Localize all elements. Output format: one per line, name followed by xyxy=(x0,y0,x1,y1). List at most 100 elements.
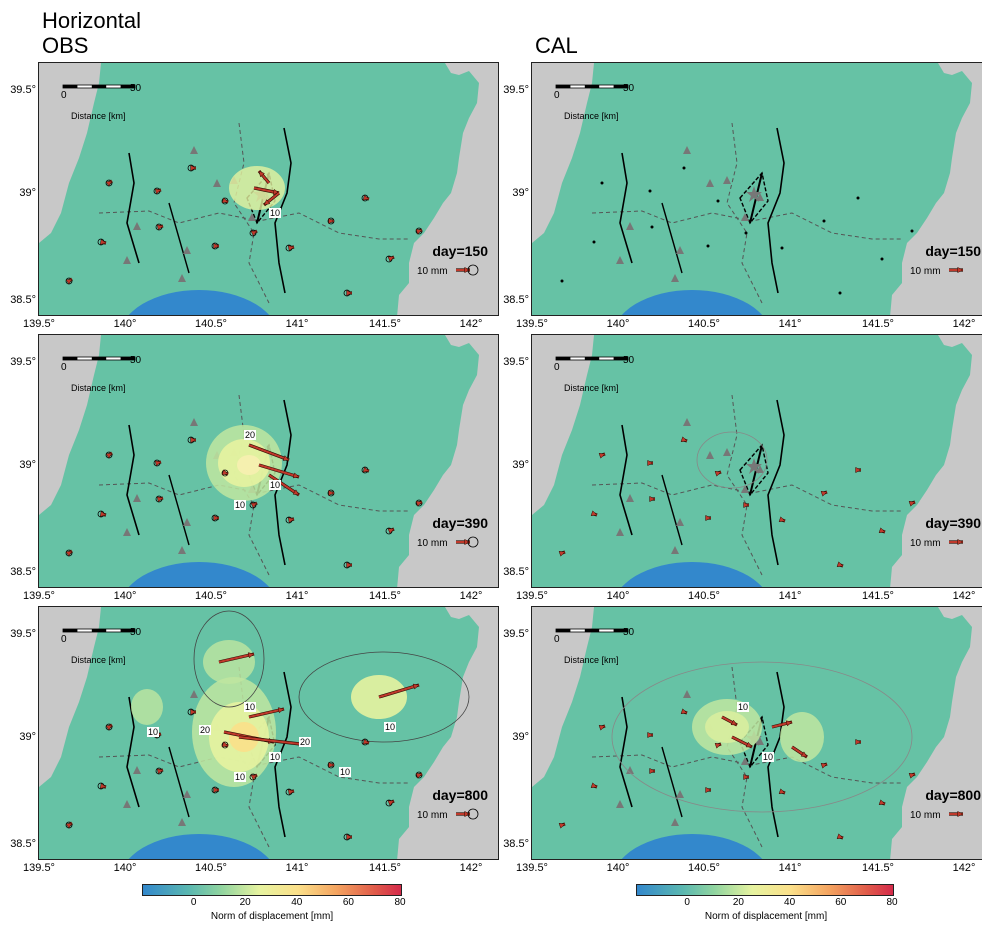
volcano-marker xyxy=(190,418,198,426)
gnss-vector xyxy=(878,527,886,534)
scalebar-end-label: 50 xyxy=(130,627,142,638)
contour-label: 10 xyxy=(737,702,750,712)
gnss-vector xyxy=(258,463,300,479)
gnss-vector xyxy=(328,489,335,497)
volcano-marker xyxy=(676,790,684,798)
longitude-tick-label: 139.5° xyxy=(516,590,548,602)
gnss-vector xyxy=(598,452,606,459)
volcano-marker xyxy=(626,766,634,774)
gnss-vector xyxy=(257,169,271,185)
colorbar-tick: 0 xyxy=(190,897,197,908)
latitude-tick-label: 39° xyxy=(19,459,36,471)
gnss-vector xyxy=(387,255,395,262)
gnss-vector xyxy=(99,782,107,789)
gnss-vector xyxy=(778,788,786,795)
vector-scale-arrow xyxy=(949,810,964,818)
colorbar-tick: 60 xyxy=(835,897,847,908)
contour-label: 10 xyxy=(147,727,160,737)
gnss-vector xyxy=(65,549,73,557)
longitude-tick-label: 139.5° xyxy=(516,862,548,874)
latitude-tick-label: 39° xyxy=(512,731,529,743)
epicenter-star xyxy=(746,186,762,202)
volcano-marker xyxy=(190,146,198,154)
contour-label: 20 xyxy=(199,725,212,735)
gnss-vector xyxy=(156,768,164,775)
contour-label: 10 xyxy=(384,722,397,732)
latitude-tick-label: 39.5° xyxy=(503,628,529,640)
blue-patch xyxy=(621,834,763,859)
land-area xyxy=(532,335,972,587)
gnss-vector xyxy=(218,652,255,664)
volcano-marker xyxy=(183,246,191,254)
colorbar-tick: 20 xyxy=(732,897,744,908)
gnss-vector xyxy=(590,510,598,517)
latitude-tick-label: 38.5° xyxy=(10,838,36,850)
distance-scalebar xyxy=(555,84,629,89)
volcano-marker xyxy=(741,757,749,765)
longitude-tick-label: 141° xyxy=(285,318,309,330)
distance-scalebar xyxy=(62,84,136,89)
gnss-vector xyxy=(154,188,162,195)
volcano-marker xyxy=(123,256,131,264)
gnss-vector xyxy=(908,500,916,507)
gnss-vector xyxy=(213,514,220,522)
volcano-marker xyxy=(133,766,141,774)
scalebar-title: Distance [km] xyxy=(564,111,619,121)
day-label: day=800 xyxy=(925,787,981,803)
scalebar-title: Distance [km] xyxy=(564,383,619,393)
volcano-marker xyxy=(183,518,191,526)
volcano-marker xyxy=(616,256,624,264)
longitude-tick-label: 141.5° xyxy=(862,590,894,602)
gnss-vector xyxy=(598,724,606,731)
gnss-vector xyxy=(855,738,862,746)
longitude-tick-label: 142° xyxy=(459,590,483,602)
vector-scale-label: 10 mm xyxy=(417,538,448,549)
latitude-tick-label: 39.5° xyxy=(503,356,529,368)
distance-scalebar xyxy=(62,356,136,361)
gnss-vector xyxy=(105,723,113,731)
gnss-vector xyxy=(771,720,793,729)
longitude-tick-label: 141.5° xyxy=(369,862,401,874)
volcano-marker xyxy=(671,818,679,826)
longitude-tick-label: 140° xyxy=(606,318,630,330)
volcano-marker xyxy=(683,146,691,154)
longitude-tick-label: 142° xyxy=(952,862,976,874)
colorbar-tick: 80 xyxy=(886,897,898,908)
longitude-tick-label: 139.5° xyxy=(23,590,55,602)
latitude-tick-label: 39° xyxy=(19,731,36,743)
scalebar-start-label: 0 xyxy=(554,634,560,645)
volcano-marker xyxy=(190,690,198,698)
colorbar-title: Norm of displacement [mm] xyxy=(704,911,828,922)
latitude-tick-label: 38.5° xyxy=(10,566,36,578)
latitude-tick-label: 38.5° xyxy=(503,566,529,578)
longitude-tick-label: 140.5° xyxy=(195,590,227,602)
vector-scale-label: 10 mm xyxy=(417,810,448,821)
gnss-vector xyxy=(287,789,295,796)
gnss-vector xyxy=(250,773,258,781)
gnss-vector xyxy=(820,490,828,497)
gnss-vector xyxy=(705,514,712,522)
blue-patch xyxy=(128,562,270,587)
gnss-vector xyxy=(415,772,423,779)
gnss-vector xyxy=(221,469,229,476)
contour-label: 10 xyxy=(269,752,282,762)
gnss-vector xyxy=(248,443,290,462)
colorbar-tick: 40 xyxy=(784,897,796,908)
contour-label: 10 xyxy=(339,767,352,777)
longitude-tick-label: 141° xyxy=(285,862,309,874)
scalebar-start-label: 0 xyxy=(61,90,67,101)
gnss-vector xyxy=(65,277,73,285)
colorbar-tick: 0 xyxy=(684,897,690,908)
gnss-vector xyxy=(99,510,107,517)
gnss-vector xyxy=(714,470,722,477)
longitude-tick-label: 139.5° xyxy=(23,318,55,330)
latitude-tick-label: 38.5° xyxy=(10,294,36,306)
gnss-vector xyxy=(154,460,162,467)
scalebar-end-label: 50 xyxy=(130,83,142,94)
gnss-vector xyxy=(705,786,712,794)
day-label: day=150 xyxy=(925,243,981,259)
volcano-marker xyxy=(671,546,679,554)
contour-label: 10 xyxy=(269,480,282,490)
day-label: day=390 xyxy=(925,515,981,531)
day-label: day=800 xyxy=(432,787,488,803)
